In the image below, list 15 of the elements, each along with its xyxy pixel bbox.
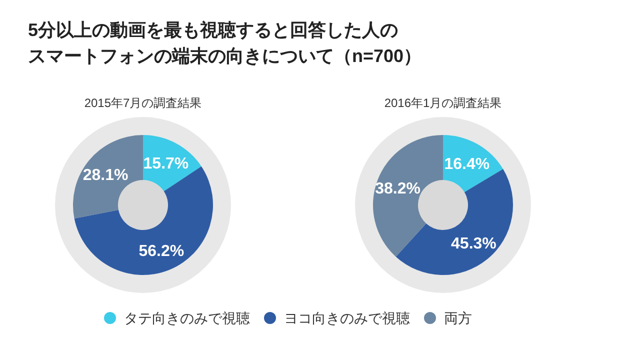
legend-label: タテ向きのみで視聴 [124, 310, 250, 326]
data-label: 28.1% [82, 167, 128, 184]
chart-subtitle: 2015年7月の調査結果 [84, 96, 202, 110]
data-label: 38.2% [375, 180, 420, 198]
donut-slice [73, 135, 143, 219]
data-label: 56.2% [138, 242, 184, 260]
chart-subtitle: 2016年1月の調査結果 [384, 96, 502, 110]
data-label: 45.3% [451, 236, 496, 253]
donut-slice [373, 135, 443, 257]
text: スマートフォンの端末の向きについて（n=700） [28, 46, 422, 66]
data-label: 15.7% [143, 155, 189, 172]
data-label: 16.4% [444, 156, 490, 173]
legend-label: 両方 [444, 310, 472, 326]
chart-title: 5分以上の動画を最も視聴すると回答した人の [28, 20, 398, 40]
legend-label: ヨコ向きのみで視聴 [284, 310, 410, 326]
